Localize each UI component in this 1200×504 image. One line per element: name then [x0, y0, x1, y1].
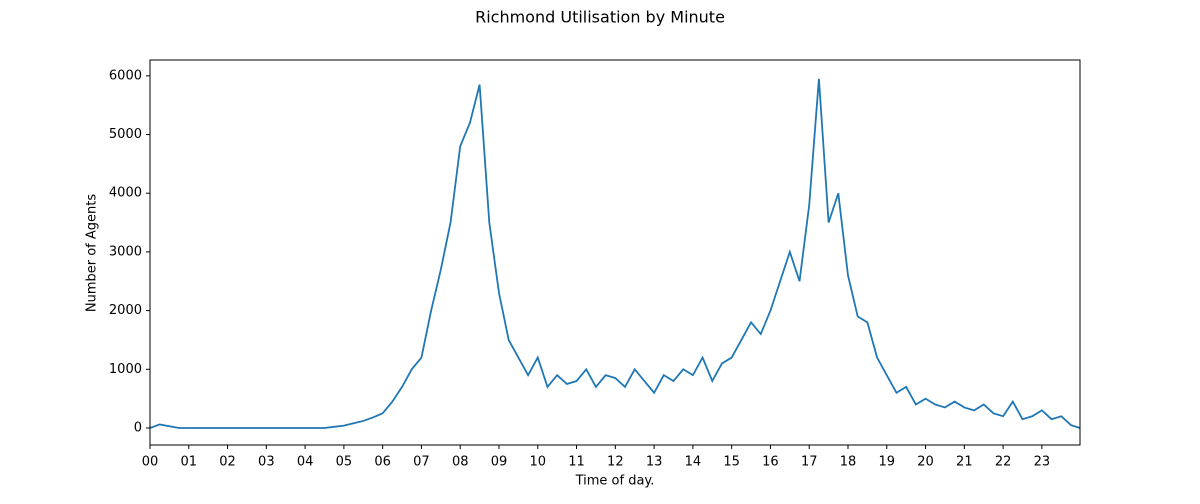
x-tick-label: 21 — [956, 455, 973, 470]
x-tick-label: 20 — [917, 455, 934, 470]
series-line — [149, 78, 1081, 429]
x-tick-label: 09 — [491, 455, 508, 470]
x-tick-label: 02 — [219, 455, 236, 470]
x-tick-label: 00 — [142, 455, 159, 470]
x-tick-label: 06 — [374, 455, 391, 470]
y-axis-label: Number of Agents — [85, 194, 100, 312]
x-tick-label: 23 — [1034, 455, 1051, 470]
x-tick-label: 05 — [336, 455, 353, 470]
y-tick-label: 2000 — [109, 303, 142, 318]
x-tick-label: 11 — [568, 455, 585, 470]
x-tick-label: 01 — [181, 455, 198, 470]
x-tick-label: 04 — [297, 455, 314, 470]
x-tick-label: 07 — [413, 455, 430, 470]
x-tick-label: 10 — [530, 455, 547, 470]
x-axis-label: Time of day. — [575, 474, 655, 489]
y-tick-label: 0 — [134, 420, 142, 435]
x-tick-label: 13 — [646, 455, 663, 470]
x-tick-label: 12 — [607, 455, 624, 470]
x-tick-label: 17 — [801, 455, 818, 470]
x-tick-label: 19 — [878, 455, 895, 470]
plot-frame — [149, 59, 1081, 446]
y-tick-label: 3000 — [109, 244, 142, 259]
x-tick-label: 15 — [723, 455, 740, 470]
x-tick-label: 14 — [685, 455, 702, 470]
y-tick-label: 5000 — [109, 127, 142, 142]
y-tick-label: 1000 — [109, 362, 142, 377]
x-tick-label: 18 — [840, 455, 857, 470]
y-tick-label: 4000 — [109, 186, 142, 201]
x-tick-label: 22 — [995, 455, 1012, 470]
chart-title: Richmond Utilisation by Minute — [475, 8, 725, 27]
x-tick-label: 03 — [258, 455, 275, 470]
y-tick-label: 6000 — [109, 68, 142, 83]
x-tick-label: 16 — [762, 455, 779, 470]
x-tick-label: 08 — [452, 455, 469, 470]
